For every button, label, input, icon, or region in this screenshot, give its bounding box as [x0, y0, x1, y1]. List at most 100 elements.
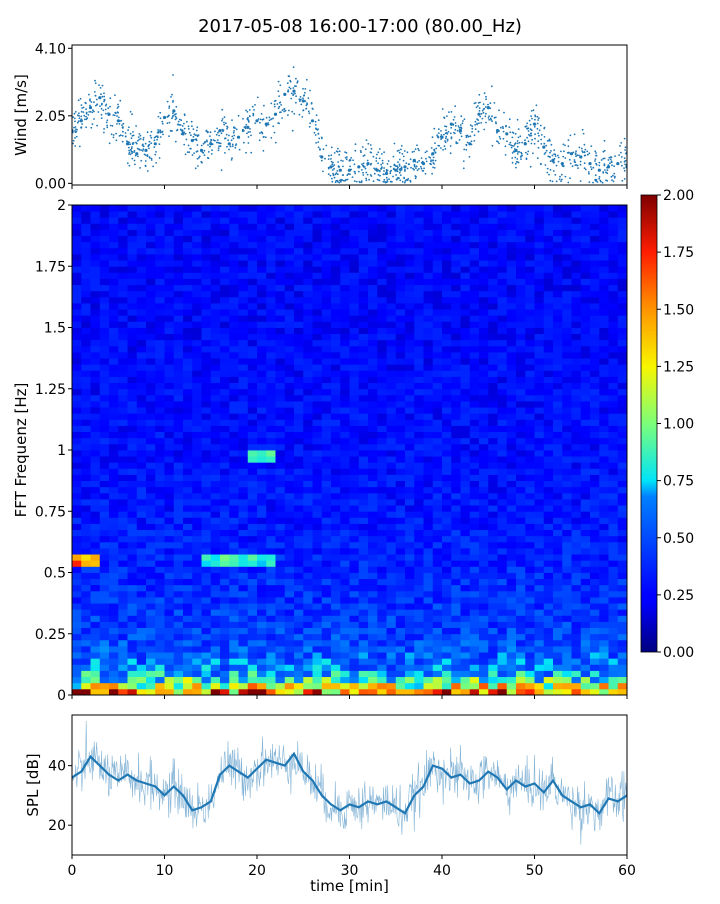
heatmap-cell [257, 401, 267, 408]
heatmap-cell [470, 597, 480, 604]
wind-sample-dot [382, 162, 384, 164]
heatmap-cell [137, 646, 147, 653]
heatmap-cell [294, 493, 304, 500]
heatmap-cell [535, 340, 545, 347]
wind-sample-dot [453, 119, 455, 121]
heatmap-cell [229, 456, 239, 463]
wind-sample-dot [413, 151, 415, 153]
heatmap-cell [248, 573, 258, 580]
heatmap-cell [211, 542, 221, 549]
heatmap-cell [340, 499, 350, 506]
heatmap-cell [618, 358, 628, 365]
heatmap-cell [553, 646, 563, 653]
heatmap-cell [553, 683, 563, 690]
heatmap-cell [396, 426, 406, 433]
heatmap-cell [239, 566, 249, 573]
heatmap-cell [165, 358, 175, 365]
heatmap-cell [81, 364, 91, 371]
heatmap-cell [507, 634, 517, 641]
heatmap-cell [414, 426, 424, 433]
heatmap-cell [368, 468, 378, 475]
heatmap-cell [266, 554, 276, 561]
heatmap-cell [322, 573, 332, 580]
wind-sample-dot [159, 157, 161, 159]
heatmap-cell [239, 438, 249, 445]
wind-sample-dot [440, 136, 442, 138]
wind-sample-dot [211, 153, 213, 155]
heatmap-cell [350, 395, 360, 402]
heatmap-cell [146, 505, 156, 512]
heatmap-cell [396, 395, 406, 402]
heatmap-cell [470, 689, 480, 696]
heatmap-cell [257, 560, 267, 567]
wind-sample-dot [127, 129, 129, 131]
wind-sample-dot [83, 111, 85, 113]
heatmap-cell [572, 377, 582, 384]
heatmap-cell [535, 548, 545, 555]
heatmap-cell [405, 462, 415, 469]
heatmap-cell [599, 536, 609, 543]
heatmap-cell [248, 683, 258, 690]
heatmap-cell [350, 426, 360, 433]
heatmap-cell [451, 450, 461, 457]
heatmap-cell [303, 615, 313, 622]
heatmap-cell [590, 475, 600, 482]
heatmap-cell [294, 352, 304, 359]
heatmap-cell [590, 536, 600, 543]
heatmap-cell [618, 395, 628, 402]
heatmap-cell [91, 579, 101, 586]
heatmap-cell [387, 677, 397, 684]
wind-sample-dot [575, 152, 577, 154]
heatmap-cell [461, 628, 471, 635]
wind-sample-dot [400, 174, 402, 176]
heatmap-cell [118, 609, 128, 616]
wind-sample-dot [100, 93, 102, 95]
heatmap-cell [562, 585, 572, 592]
heatmap-cell [266, 664, 276, 671]
heatmap-cell [174, 505, 184, 512]
heatmap-cell [368, 481, 378, 488]
heatmap-cell [377, 640, 387, 647]
heatmap-cell [488, 536, 498, 543]
heatmap-cell [618, 585, 628, 592]
wind-sample-dot [202, 152, 204, 154]
wind-sample-dot [483, 129, 485, 131]
wind-sample-dot [321, 138, 323, 140]
wind-sample-dot [105, 109, 107, 111]
heatmap-cell [109, 640, 119, 647]
heatmap-cell [553, 395, 563, 402]
heatmap-cell [396, 456, 406, 463]
heatmap-cell [100, 426, 110, 433]
heatmap-cell [294, 677, 304, 684]
heatmap-cell [229, 591, 239, 598]
heatmap-cell [350, 646, 360, 653]
heatmap-cell [211, 603, 221, 610]
heatmap-cell [239, 468, 249, 475]
heatmap-cell [405, 566, 415, 573]
heatmap-cell [248, 456, 258, 463]
heatmap-cell [183, 683, 193, 690]
wind-sample-dot [330, 154, 332, 156]
heatmap-cell [414, 450, 424, 457]
wind-sample-dot [85, 126, 87, 128]
heatmap-cell [248, 652, 258, 659]
heatmap-cell [405, 573, 415, 580]
wind-sample-dot [467, 142, 469, 144]
heatmap-cell [211, 340, 221, 347]
wind-sample-dot [358, 171, 360, 173]
wind-sample-dot [170, 130, 172, 132]
heatmap-cell [100, 389, 110, 396]
heatmap-cell [405, 358, 415, 365]
heatmap-cell [442, 579, 452, 586]
heatmap-cell [202, 468, 212, 475]
heatmap-cell [202, 370, 212, 377]
heatmap-cell [109, 585, 119, 592]
wind-sample-dot [287, 82, 289, 84]
wind-sample-dot [331, 163, 333, 165]
heatmap-cell [340, 450, 350, 457]
heatmap-cell [525, 573, 535, 580]
heatmap-cell [91, 444, 101, 451]
heatmap-cell [572, 395, 582, 402]
heatmap-cell [461, 689, 471, 696]
heatmap-cell [525, 438, 535, 445]
